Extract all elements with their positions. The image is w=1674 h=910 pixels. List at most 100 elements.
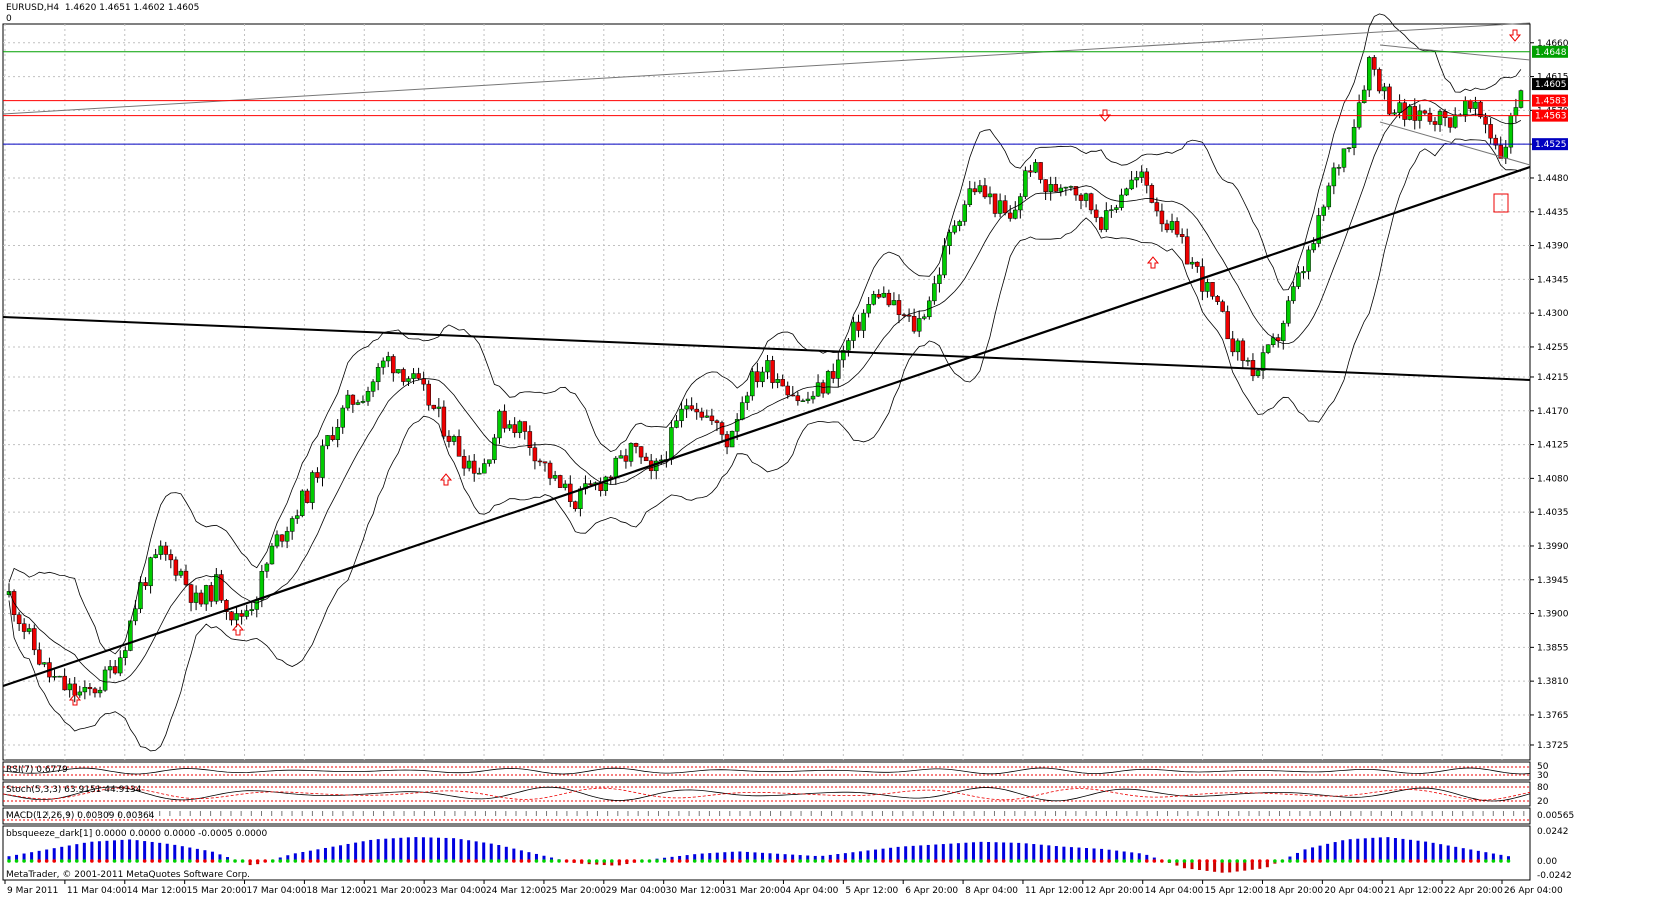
bbsqueeze-bar <box>527 852 531 861</box>
bbsqueeze-bar <box>685 855 689 861</box>
bbsqueeze-dot <box>564 859 569 863</box>
bbsqueeze-dot <box>218 859 222 863</box>
bbsqueeze-dot <box>775 859 780 863</box>
bbsqueeze-dot <box>429 859 433 863</box>
fractal-up-arrow <box>68 693 82 706</box>
channel-upper-line <box>2 22 1531 115</box>
candle-body <box>97 689 103 694</box>
candle-body <box>1048 184 1053 192</box>
price-level-label: 1.4648 <box>1535 48 1567 58</box>
x-tick-label: 25 Mar 20:00 <box>546 886 606 896</box>
bbsqueeze-dot <box>22 859 26 863</box>
candle-body <box>355 402 361 405</box>
candle-body <box>871 293 876 305</box>
bbsqueeze-bar <box>1130 852 1134 861</box>
candle-body <box>876 293 881 298</box>
candle-body <box>1093 209 1099 218</box>
bbsqueeze-bar <box>1356 838 1360 861</box>
bbsqueeze-dot <box>331 859 335 863</box>
candle-body <box>537 460 543 463</box>
x-tick-label: 22 Apr 20:00 <box>1444 886 1503 896</box>
bbsqueeze-bar <box>1295 852 1299 861</box>
macd-label: MACD(12,26,9) 0.00309 0.00364 <box>6 811 155 821</box>
bbsqueeze-dot <box>361 859 365 863</box>
candle-body <box>497 410 502 439</box>
candle-body <box>1412 106 1418 121</box>
candle-body <box>234 613 239 621</box>
bbsqueeze-bar <box>1213 861 1217 872</box>
candle-body <box>471 460 477 474</box>
bbsqueeze-dot <box>240 859 245 863</box>
bbsqueeze-dot <box>188 859 192 863</box>
bbsqueeze-dot <box>949 859 953 863</box>
candle-body <box>163 545 169 555</box>
candle-body <box>401 369 406 382</box>
bbsqueeze-bar <box>994 842 998 861</box>
bbsqueeze-dot <box>459 859 463 863</box>
macd-pane-frame <box>2 807 1531 825</box>
candle-body <box>1129 179 1134 190</box>
bbsqueeze-dot <box>1378 859 1383 863</box>
x-tick-label: 21 Apr 12:00 <box>1384 886 1443 896</box>
rsi-line <box>2 767 1531 775</box>
candle-body <box>1205 282 1210 292</box>
price-level-tag <box>1532 78 1568 91</box>
bbsqueeze-bar <box>22 853 26 861</box>
candle-body <box>446 435 452 442</box>
candle-body <box>1078 194 1084 201</box>
bbsqueeze-bar <box>376 839 380 861</box>
candle-body <box>57 675 62 678</box>
bbsqueeze-bar <box>678 855 682 861</box>
candle-body <box>1088 193 1094 211</box>
candle-body <box>396 369 401 374</box>
bbsqueeze-bar <box>203 850 207 861</box>
bbsqueeze-dot <box>75 859 79 863</box>
candle-body <box>674 420 679 428</box>
bbsqueeze-dot <box>285 859 290 863</box>
bbsqueeze-bar <box>874 849 878 861</box>
candle-body <box>117 657 123 674</box>
candle-body <box>1508 115 1514 148</box>
bbsqueeze-dot <box>436 859 441 863</box>
bbsqueeze-tick-label: -0.0242 <box>1537 871 1572 881</box>
candle-body <box>133 608 138 622</box>
candle-body <box>128 620 133 651</box>
bbsqueeze-bar <box>866 850 870 861</box>
bbsqueeze-dot <box>1348 859 1353 863</box>
bbsqueeze-bar <box>1431 842 1435 861</box>
x-tick-label: 9 Mar 2011 <box>7 886 58 896</box>
candle-body <box>886 292 892 306</box>
bbsqueeze-bar <box>934 844 938 861</box>
candle-body <box>623 455 629 462</box>
candle-body <box>1483 116 1488 125</box>
candle-body <box>997 200 1003 214</box>
bbsqueeze-dot <box>383 859 388 863</box>
candle-body <box>734 419 740 432</box>
bbsqueeze-dot <box>180 859 185 863</box>
bbsqueeze-bar <box>1476 850 1480 861</box>
bbsqueeze-dot <box>112 859 117 863</box>
bbsqueeze-dot <box>1084 859 1089 863</box>
candle-body <box>138 582 143 610</box>
candle-body <box>107 666 113 671</box>
bollinger-lower <box>8 138 1522 752</box>
bbsqueeze-bar <box>165 843 169 861</box>
candle-body <box>704 415 710 418</box>
candle-body <box>1392 112 1397 115</box>
bbsqueeze-dot <box>579 859 584 863</box>
candle-body <box>820 382 826 394</box>
candle-body <box>52 676 57 678</box>
candle-body <box>932 283 937 302</box>
candle-body <box>1195 261 1200 267</box>
candle-body <box>1306 249 1311 272</box>
bbsqueeze-dot <box>994 859 998 863</box>
bbsqueeze-dot <box>979 859 983 863</box>
bbsqueeze-bar <box>1069 847 1073 861</box>
bbsqueeze-bar <box>293 853 297 861</box>
bbsqueeze-dot <box>504 859 509 863</box>
bbsqueeze-bar <box>180 846 184 861</box>
candle-body <box>441 406 447 437</box>
bbsqueeze-dot <box>278 859 283 863</box>
bbsqueeze-dot <box>210 859 215 863</box>
